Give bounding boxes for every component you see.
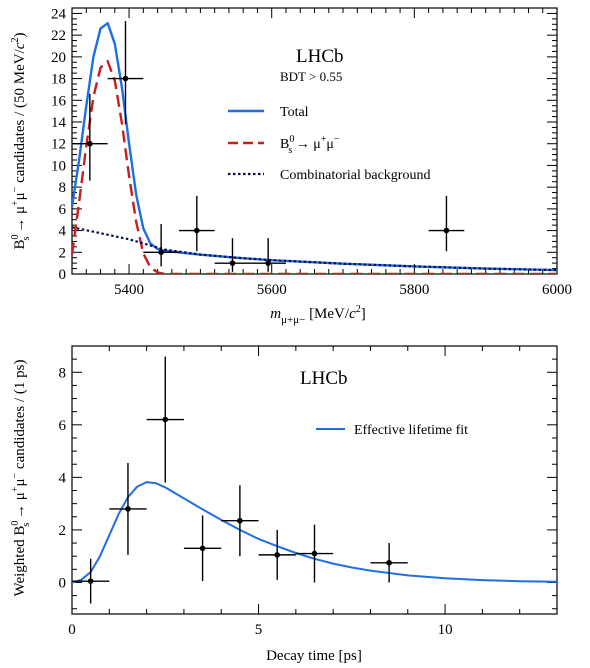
y-tick-label: 0 bbox=[59, 575, 67, 591]
data-point bbox=[443, 227, 450, 234]
x-axis-label: mμ+μ− [MeV/c2] bbox=[270, 304, 365, 326]
data-point bbox=[194, 227, 200, 234]
x-tick-label: 5600 bbox=[257, 282, 287, 298]
x-tick-label: 0 bbox=[68, 622, 76, 638]
data-point bbox=[122, 75, 129, 82]
data-point bbox=[162, 416, 169, 423]
y-tick-label: 4 bbox=[59, 224, 67, 240]
y-tick-label: 6 bbox=[59, 202, 67, 218]
y-tick-label: 16 bbox=[51, 93, 67, 109]
bottom-panel-lifetime-fit: 0 5 10 0 2 4 6 8 LHCb Effective lifetime fit Weigh… bbox=[10, 345, 558, 664]
x-tick-label: 5800 bbox=[399, 282, 429, 298]
y-tick-label: 24 bbox=[51, 6, 67, 22]
legend-fit-label: Effective lifetime fit bbox=[354, 423, 468, 438]
y-tick-label: 2 bbox=[59, 523, 67, 539]
data-point bbox=[229, 260, 236, 266]
y-tick-label: 8 bbox=[59, 365, 67, 381]
y-tick-label: 22 bbox=[51, 28, 66, 44]
experiment-label: LHCb bbox=[300, 368, 348, 389]
data-point bbox=[265, 260, 271, 266]
x-tick-label: 5400 bbox=[114, 282, 144, 298]
experiment-label: LHCb bbox=[296, 46, 344, 67]
data-point bbox=[237, 517, 243, 524]
data-point bbox=[199, 545, 206, 552]
x-axis-label: Decay time [ps] bbox=[266, 648, 362, 664]
y-tick-label: 12 bbox=[51, 137, 66, 153]
plot-frame bbox=[71, 345, 558, 615]
y-tick-label: 2 bbox=[59, 245, 67, 261]
y-tick-label: 14 bbox=[51, 115, 67, 131]
data-point bbox=[87, 578, 94, 584]
data-point bbox=[125, 506, 131, 512]
y-tick-label: 8 bbox=[59, 180, 67, 196]
total-fit-curve bbox=[72, 22, 557, 272]
y-tick-label: 4 bbox=[59, 470, 67, 486]
x-tick-label: 5 bbox=[255, 622, 263, 638]
signal-bs-curve bbox=[72, 60, 557, 274]
y-axis-label: B0s → μ+μ− candidates / (50 MeV/c2) bbox=[10, 33, 32, 250]
combinatorial-background-curve bbox=[72, 226, 557, 272]
top-panel-mass-fit: 5400 5600 5800 6000024681012141618202224LHC… bbox=[10, 6, 572, 326]
data-point bbox=[274, 552, 280, 558]
legend-background-label: Combinatorial background bbox=[280, 168, 430, 183]
y-tick-label: 6 bbox=[59, 418, 67, 434]
legend-total-label: Total bbox=[280, 105, 309, 120]
data-point bbox=[87, 140, 93, 147]
y-tick-label: 18 bbox=[51, 72, 66, 88]
effective-lifetime-fit-curve bbox=[72, 481, 557, 584]
x-tick-label: 6000 bbox=[542, 282, 572, 298]
y-tick-label: 10 bbox=[51, 158, 66, 174]
selection-cut-label: BDT > 0.55 bbox=[280, 69, 342, 84]
data-point bbox=[311, 550, 318, 557]
x-tick-label: 10 bbox=[438, 622, 453, 638]
y-tick-label: 20 bbox=[51, 50, 66, 66]
legend-signal-label: B0 s → μ+μ− bbox=[280, 134, 340, 156]
y-tick-label: 0 bbox=[59, 267, 67, 283]
y-axis-label: Weighted B0s → μ+μ− candidates / (1 ps) bbox=[10, 360, 32, 597]
data-point bbox=[158, 249, 164, 256]
data-point bbox=[386, 559, 392, 566]
